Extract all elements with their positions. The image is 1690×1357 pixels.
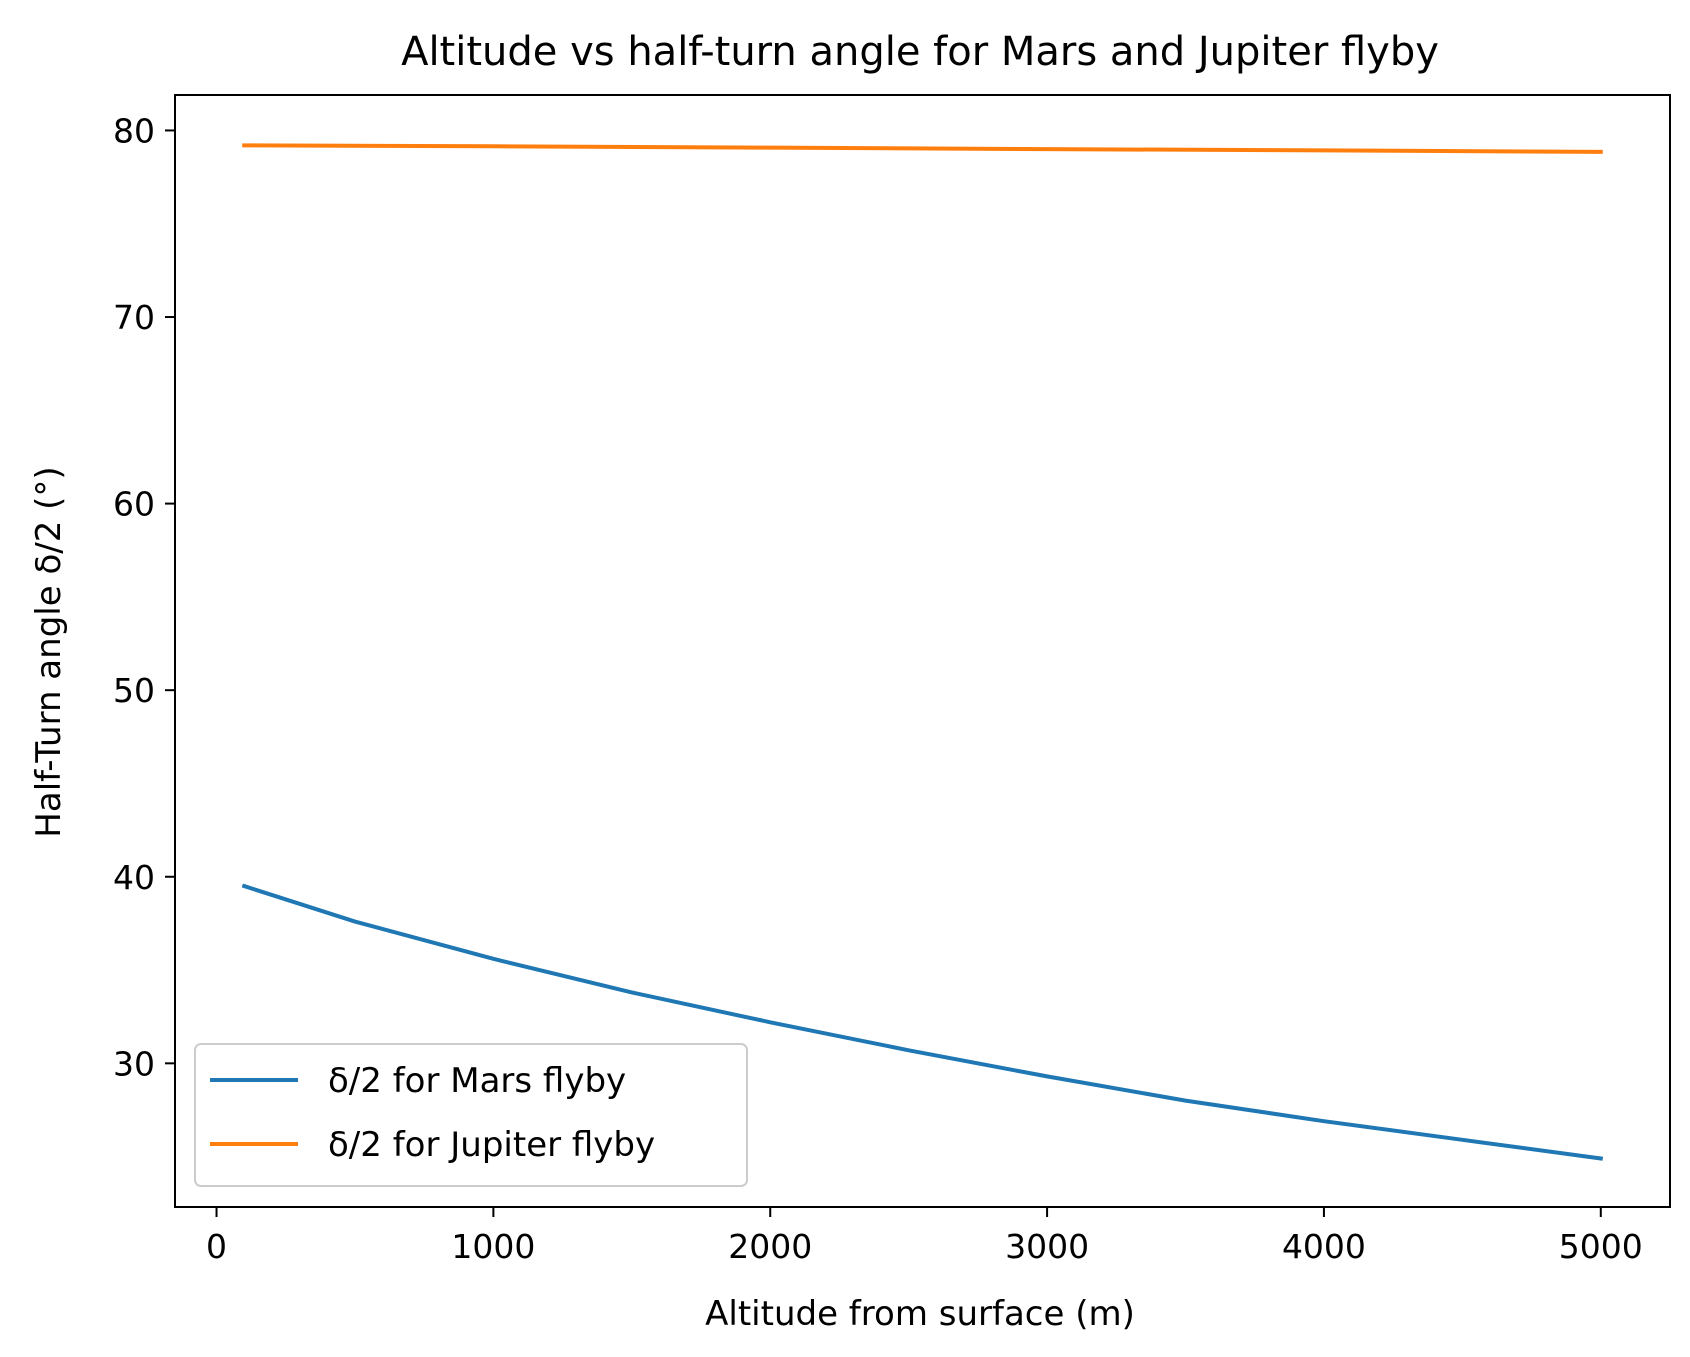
y-axis-ticks: 30 40 50 60 70 80 [113,111,175,1083]
chart-title: Altitude vs half-turn angle for Mars and… [401,29,1439,75]
x-axis-label: Altitude from surface (m) [705,1294,1135,1334]
x-tick-label: 0 [206,1227,227,1266]
y-tick-label: 70 [113,298,155,337]
y-tick-label: 40 [113,858,155,897]
y-axis-label: Half-Turn angle δ/2 (°) [29,466,69,837]
series-line-1 [242,143,1603,154]
y-tick-label: 30 [113,1044,155,1083]
y-tick-label: 60 [113,485,155,524]
series-line-0 [241,883,1604,1161]
x-axis-ticks: 0 1000 2000 3000 4000 5000 [206,1207,1643,1266]
legend-box [194,1043,748,1187]
legend: δ/2 for Mars flyby δ/2 for Jupiter flyby [194,1043,748,1187]
axes-frame [174,94,1671,1208]
x-tick-label: 1000 [451,1227,535,1266]
legend-items: δ/2 for Mars flyby δ/2 for Jupiter flyby [210,1061,655,1165]
y-tick-label: 80 [113,111,155,150]
x-tick-label: 5000 [1559,1227,1643,1266]
x-tick-label: 4000 [1282,1227,1366,1266]
legend-label-1: δ/2 for Jupiter flyby [328,1125,655,1165]
plot-area: 0 1000 2000 3000 4000 5000 30 40 50 60 70 80 [113,94,1671,1266]
series-layer [241,143,1604,1161]
y-tick-label: 50 [113,671,155,710]
legend-label-0: δ/2 for Mars flyby [328,1061,626,1101]
x-tick-label: 2000 [728,1227,812,1266]
x-tick-label: 3000 [1005,1227,1089,1266]
